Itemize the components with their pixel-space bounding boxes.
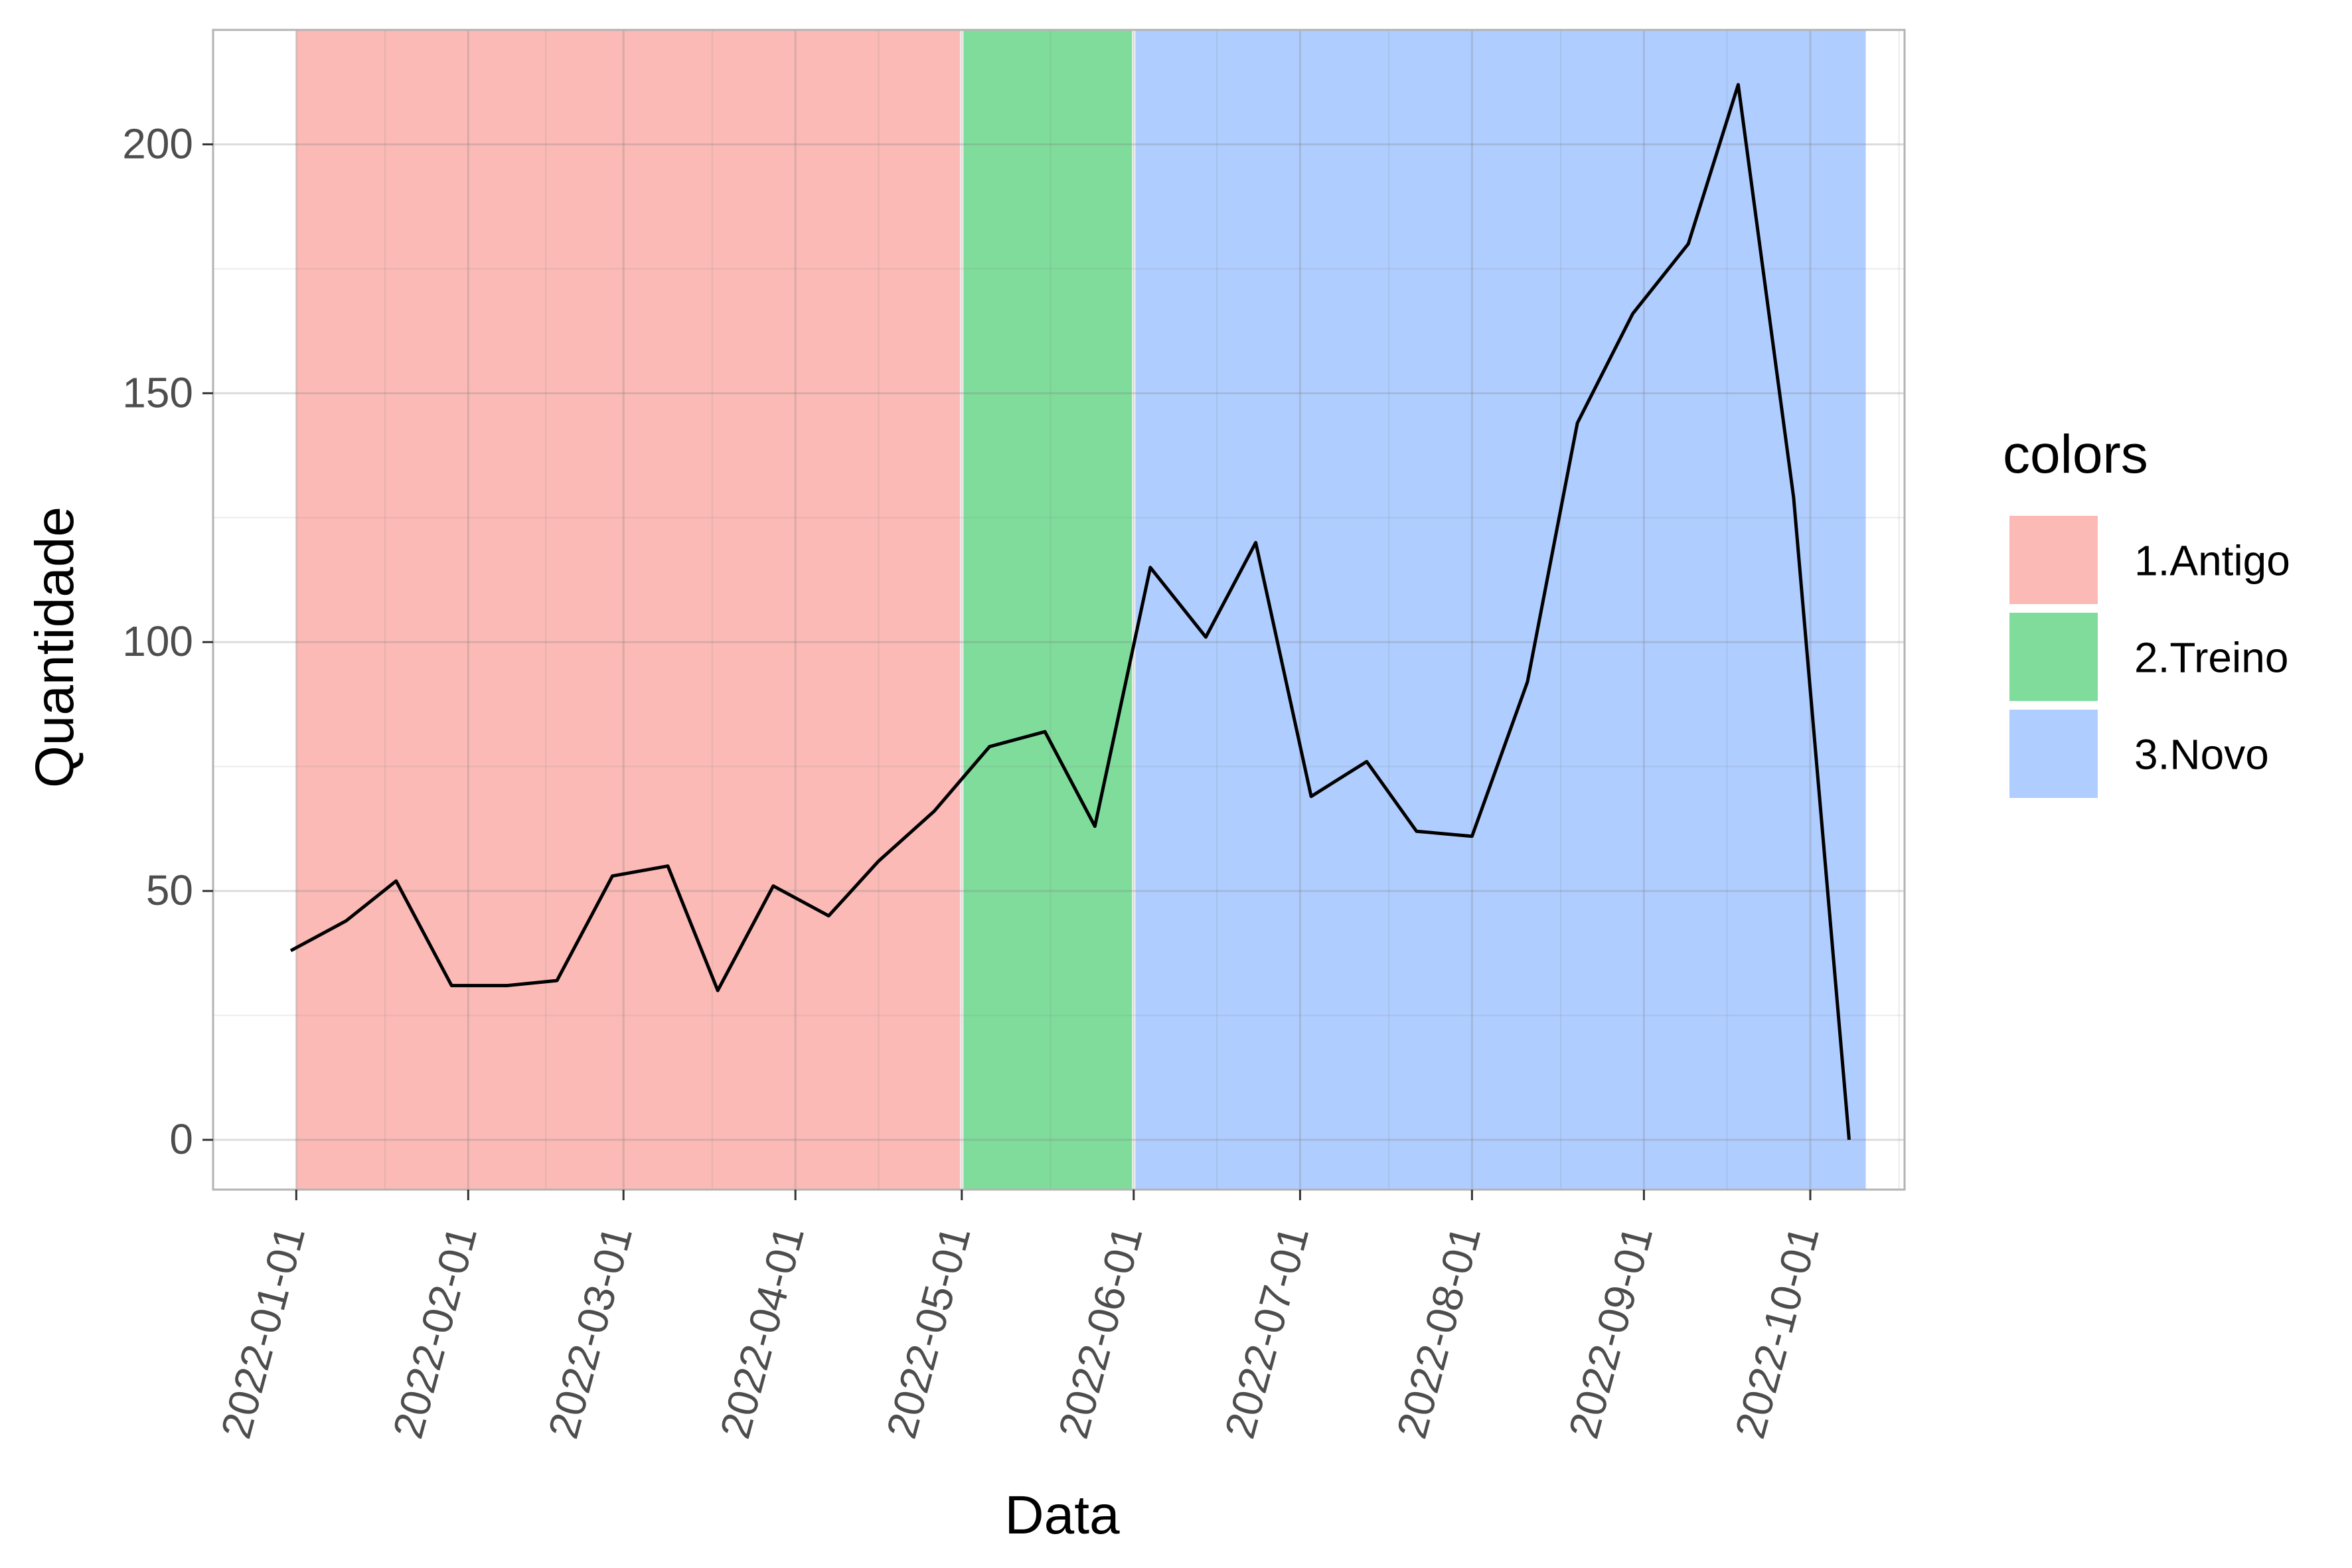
y-tick-label: 200: [122, 119, 193, 167]
legend-swatch-3.Novo: [2009, 710, 2098, 798]
band-2.Treino: [961, 30, 1134, 1190]
series-line-0: [289, 83, 1851, 1140]
y-tick-label: 0: [169, 1115, 193, 1163]
legend-swatch-2.Treino: [2009, 613, 2098, 701]
period-bands: [296, 30, 1866, 1190]
series-lines: [289, 83, 1851, 1140]
plot-panel-border: [212, 29, 1906, 1191]
legend-title: colors: [2003, 424, 2148, 485]
x-axis-title: Data: [1004, 1485, 1120, 1545]
y-axis: 0 50 100 150 200: [122, 119, 213, 1163]
y-tick-label: 100: [122, 617, 193, 665]
legend-label: 3.Novo: [2134, 731, 2269, 779]
legend: colors 1.Antigo 2.Treino 3.Novo: [2003, 424, 2290, 798]
y-tick-label: 50: [146, 866, 193, 914]
legend-swatch-1.Antigo: [2009, 516, 2098, 604]
legend-label: 1.Antigo: [2134, 537, 2290, 585]
band-3.Novo: [1133, 30, 1866, 1190]
y-axis-title: Quantidade: [25, 507, 85, 788]
band-1.Antigo: [296, 30, 962, 1190]
legend-label: 2.Treino: [2134, 634, 2288, 682]
grid-lines: [213, 30, 1905, 1190]
y-tick-label: 150: [122, 368, 193, 416]
